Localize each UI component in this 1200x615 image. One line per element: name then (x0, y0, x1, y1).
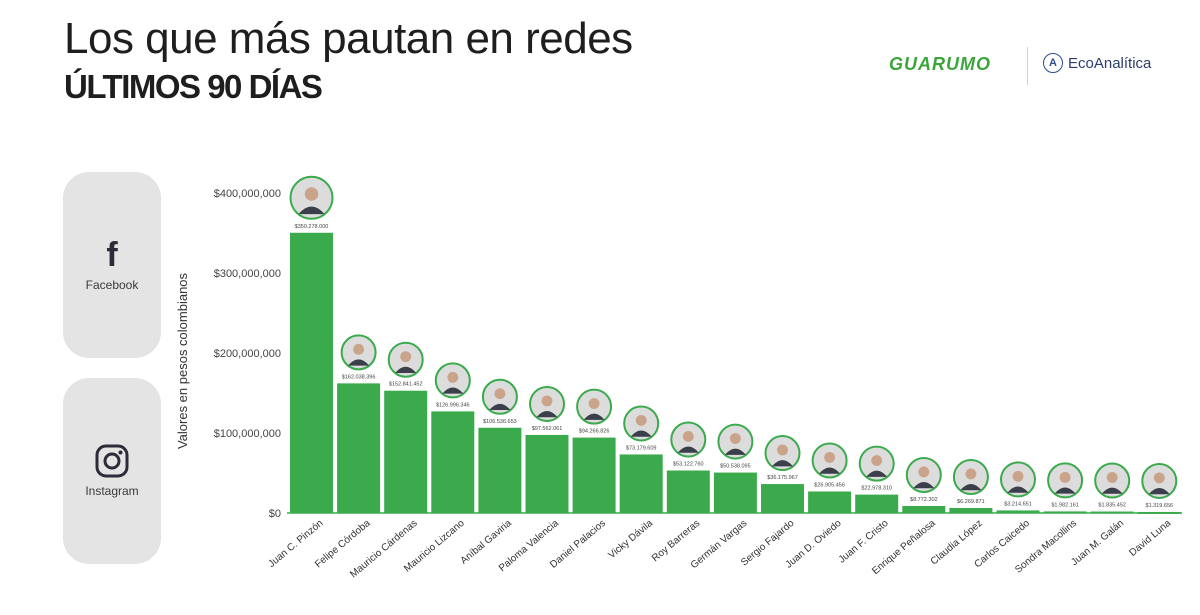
facebook-label: Facebook (85, 278, 139, 292)
data-label: $8.772.302 (910, 497, 938, 503)
data-label: $73.179.609 (626, 445, 657, 451)
data-label: $26.905.456 (814, 482, 845, 488)
avatar-body (771, 460, 794, 467)
avatar-head (635, 414, 647, 426)
avatar-head (400, 351, 412, 363)
avatar-body (960, 484, 982, 491)
y-tick-label: $200,000,000 (214, 348, 281, 360)
avatar-body (913, 482, 935, 489)
bar (337, 383, 381, 513)
avatar-head (1059, 471, 1071, 483)
bar (761, 484, 804, 513)
avatar-head (588, 398, 600, 409)
ecoanalitica-mark-icon: A (1043, 53, 1063, 73)
instagram-icon (95, 444, 129, 478)
bar (996, 510, 1040, 513)
guarumo-logo: GUARUMO (889, 54, 991, 74)
bar (713, 472, 757, 513)
avatar-head (824, 451, 836, 463)
avatar-head (1106, 472, 1118, 483)
avatar-body (395, 366, 417, 373)
y-tick-label: $300,000,000 (214, 268, 281, 280)
bar (808, 491, 852, 513)
avatar-head (777, 444, 788, 456)
bar (902, 505, 946, 513)
facebook-card: f Facebook (63, 172, 161, 358)
bar (666, 470, 710, 513)
avatar-body (348, 359, 370, 366)
avatar-head (1012, 470, 1024, 482)
instagram-label: Instagram (85, 484, 139, 498)
avatar-head (541, 395, 553, 407)
x-tick-label: David Luna (1127, 518, 1173, 559)
avatar-head (871, 455, 883, 466)
bar (1090, 511, 1134, 514)
data-label: $36.175.967 (767, 475, 798, 481)
data-label: $1.835.452 (1098, 503, 1126, 509)
data-label: $152.841.452 (389, 382, 423, 388)
avatar-head (918, 466, 930, 478)
y-tick-label: $100,000,000 (214, 428, 281, 440)
page-subtitle: ÚLTIMOS 90 DÍAS (64, 68, 323, 105)
avatar-body (1148, 487, 1170, 495)
avatar-body (724, 448, 746, 455)
logo-divider (1027, 47, 1028, 85)
data-label: $3.214.651 (1004, 501, 1032, 507)
avatar-head (447, 371, 459, 383)
data-label: $126.996.346 (436, 402, 470, 408)
bar (1137, 511, 1181, 514)
data-label: $106.536.653 (483, 419, 517, 425)
data-label: $1.319.656 (1146, 503, 1174, 509)
avatar-head (353, 343, 365, 355)
data-label: $1.982.161 (1051, 502, 1079, 508)
bar (572, 437, 616, 513)
avatar-body (1054, 487, 1076, 494)
bar (949, 507, 993, 513)
x-tick-label: Vicky Dávila (606, 518, 655, 562)
avatar-body (583, 413, 605, 420)
bar (431, 411, 475, 513)
bar (525, 434, 569, 513)
avatar-body (489, 403, 511, 411)
data-label: $6.269.871 (957, 499, 985, 505)
data-label: $22.978.310 (861, 486, 892, 492)
bar (1043, 511, 1087, 514)
avatar-body (866, 470, 888, 477)
y-axis-label: Valores en pesos colombianos (175, 272, 190, 449)
avatar-body (536, 411, 558, 418)
data-label: $97.562.061 (532, 426, 563, 432)
page-title: Los que más pautan en redes (64, 14, 633, 63)
avatar-body (1007, 486, 1029, 493)
avatar-head (682, 431, 694, 442)
avatar-body (677, 446, 699, 453)
bar (290, 232, 333, 514)
avatar-body (630, 430, 652, 437)
bar (619, 454, 663, 513)
data-label: $50.538.095 (720, 464, 751, 470)
ecoanalitica-logo: A EcoAnalítica (1043, 53, 1151, 73)
y-tick-label: $0 (269, 508, 281, 520)
avatar-head (965, 468, 977, 480)
bar (478, 427, 522, 513)
y-tick-label: $400,000,000 (214, 188, 281, 200)
instagram-card: Instagram (63, 378, 161, 564)
avatar-head (304, 187, 319, 201)
bar (384, 390, 428, 513)
avatar-body (298, 206, 325, 215)
bar (855, 494, 899, 513)
data-label: $350.278.000 (295, 224, 329, 230)
avatar-head (729, 433, 741, 444)
data-label: $94.266.826 (579, 429, 610, 435)
data-label: $53.122.760 (673, 462, 704, 468)
ecoanalitica-logo-text: EcoAnalítica (1068, 54, 1152, 72)
avatar-head (1153, 472, 1165, 484)
data-label: $162.038.396 (342, 374, 376, 380)
facebook-icon: f (106, 236, 118, 274)
avatar-head (494, 388, 506, 400)
avatar-body (442, 387, 464, 394)
avatar-body (1101, 487, 1123, 494)
avatar-body (819, 467, 841, 474)
